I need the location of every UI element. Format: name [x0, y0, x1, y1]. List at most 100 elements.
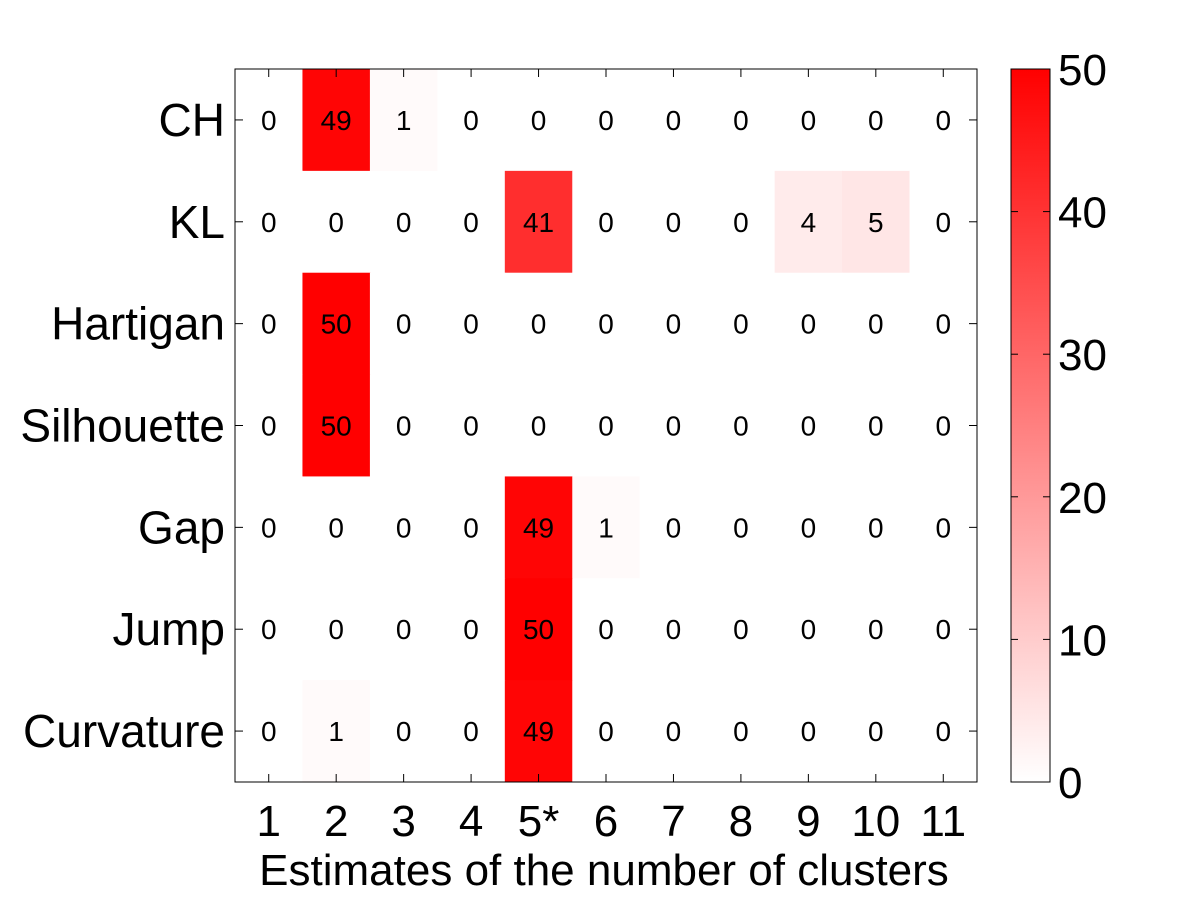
heatmap-cell-hartigan-11: [909, 272, 978, 376]
heatmap-cell-kl-1: [235, 170, 303, 274]
cell-value-label: 0: [868, 614, 884, 645]
heatmap-cell-hartigan-5: [504, 272, 573, 376]
cell-value-label: 0: [598, 105, 614, 136]
cell-value-label: 0: [396, 411, 412, 442]
cell-value-label: 0: [261, 309, 277, 340]
heatmap-cell-gap-6: [572, 476, 641, 579]
cell-value-label: 0: [733, 309, 749, 340]
cell-value-label: 0: [801, 309, 817, 340]
cell-value-label: 0: [463, 105, 479, 136]
colorbar-tick-label: 40: [1058, 189, 1107, 238]
heatmap-cell-silhouette-8: [707, 374, 776, 477]
colorbar-tick-label: 50: [1058, 46, 1107, 95]
row-label-curvature: Curvature: [23, 705, 225, 757]
cell-value-label: 0: [666, 309, 682, 340]
cell-value-label: 1: [396, 105, 412, 136]
column-label-8: 8: [729, 797, 753, 846]
cell-value-label: 0: [396, 512, 412, 543]
colorbar-tick-label: 20: [1058, 474, 1107, 523]
cell-value-label: 0: [666, 207, 682, 238]
column-label-6: 6: [594, 797, 618, 846]
column-label-3: 3: [391, 797, 415, 846]
cell-value-label: 0: [733, 716, 749, 747]
heatmap-cell-silhouette-2: [302, 374, 371, 477]
x-axis-label: Estimates of the number of clusters: [259, 846, 949, 895]
heatmap-cell-kl-2: [302, 170, 371, 274]
heatmap-cell-jump-10: [842, 578, 911, 681]
cell-value-label: 0: [935, 411, 951, 442]
heatmap-cell-hartigan-10: [842, 272, 911, 376]
heatmap-cell-curvature-4: [437, 680, 506, 783]
cell-value-label: 0: [396, 614, 412, 645]
heatmap-cell-ch-10: [842, 69, 911, 172]
cell-value-label: 0: [666, 411, 682, 442]
heatmap-cell-hartigan-2: [302, 272, 371, 376]
cell-value-label: 0: [328, 512, 344, 543]
column-label-7: 7: [661, 797, 685, 846]
cell-value-label: 0: [801, 512, 817, 543]
heatmap-cell-curvature-10: [842, 680, 911, 783]
heatmap-cell-jump-1: [235, 578, 303, 681]
heatmap-cell-curvature-11: [909, 680, 978, 783]
heatmap-cell-curvature-2: [302, 680, 371, 783]
cell-value-label: 0: [935, 716, 951, 747]
cell-value-label: 49: [523, 512, 554, 543]
cell-value-label: 0: [396, 716, 412, 747]
cell-value-label: 41: [523, 207, 554, 238]
heatmap-cell-jump-4: [437, 578, 506, 681]
cell-value-label: 0: [801, 105, 817, 136]
cell-value-label: 0: [935, 105, 951, 136]
cell-value-label: 0: [801, 411, 817, 442]
heatmap-cell-ch-1: [235, 69, 303, 172]
cell-value-label: 0: [666, 512, 682, 543]
heatmap-cell-curvature-1: [235, 680, 303, 783]
heatmap-cell-gap-4: [437, 476, 506, 579]
heatmap-cell-ch-5: [504, 69, 573, 172]
cell-value-label: 0: [868, 105, 884, 136]
heatmap-cell-gap-10: [842, 476, 911, 579]
cell-value-label: 0: [261, 207, 277, 238]
heatmap-cell-jump-5: [504, 578, 573, 681]
heatmap-cell-curvature-8: [707, 680, 776, 783]
row-label-kl: KL: [169, 196, 225, 248]
heatmap-cell-hartigan-6: [572, 272, 641, 376]
column-label-1: 1: [256, 797, 280, 846]
heatmap-cell-jump-8: [707, 578, 776, 681]
cell-value-label: 0: [261, 411, 277, 442]
heatmap-cell-hartigan-8: [707, 272, 776, 376]
cell-value-label: 5: [868, 207, 884, 238]
cell-value-label: 0: [531, 309, 547, 340]
cell-value-label: 0: [733, 614, 749, 645]
cell-value-label: 0: [598, 207, 614, 238]
heatmap-cell-gap-5: [504, 476, 573, 579]
cell-value-label: 0: [733, 411, 749, 442]
heatmap-cell-silhouette-7: [639, 374, 708, 477]
heatmap-cell-silhouette-5: [504, 374, 573, 477]
heatmap-cell-hartigan-9: [774, 272, 843, 376]
cell-value-label: 0: [868, 411, 884, 442]
cell-value-label: 50: [523, 614, 554, 645]
heatmap-cell-ch-2: [302, 69, 371, 172]
cell-value-label: 0: [328, 614, 344, 645]
heatmap-cell-curvature-7: [639, 680, 708, 783]
heatmap-cell-hartigan-7: [639, 272, 708, 376]
heatmap-cell-curvature-5: [504, 680, 573, 783]
heatmap-cell-kl-5: [504, 170, 573, 274]
cell-value-label: 0: [261, 512, 277, 543]
cell-value-label: 4: [801, 207, 817, 238]
heatmap-cell-jump-7: [639, 578, 708, 681]
cell-value-label: 0: [868, 512, 884, 543]
cell-value-label: 50: [321, 309, 352, 340]
cell-value-label: 0: [396, 207, 412, 238]
cell-value-label: 0: [463, 411, 479, 442]
heatmap-cell-curvature-3: [369, 680, 438, 783]
heatmap-cell-gap-8: [707, 476, 776, 579]
heatmap-cell-kl-4: [437, 170, 506, 274]
heatmap-cell-kl-3: [369, 170, 438, 274]
heatmap-cell-silhouette-4: [437, 374, 506, 477]
row-label-silhouette: Silhouette: [20, 400, 225, 452]
cell-value-label: 0: [396, 309, 412, 340]
cell-value-label: 0: [666, 614, 682, 645]
